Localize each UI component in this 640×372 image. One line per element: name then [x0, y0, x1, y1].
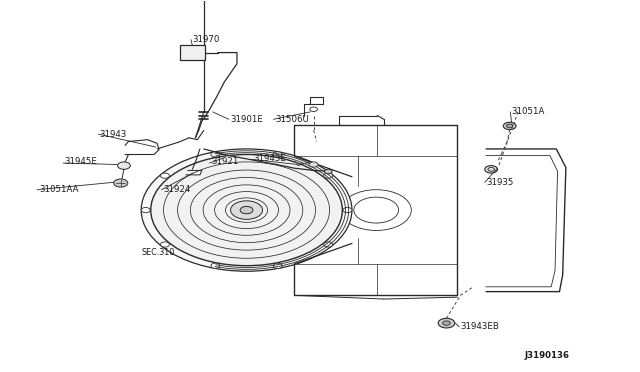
Circle shape — [114, 179, 128, 187]
Text: SEC.310: SEC.310 — [141, 248, 175, 257]
Circle shape — [273, 152, 282, 157]
Circle shape — [443, 321, 451, 326]
Circle shape — [211, 263, 220, 268]
Circle shape — [141, 208, 150, 213]
Circle shape — [118, 162, 131, 169]
Text: 31943E: 31943E — [253, 154, 286, 163]
Circle shape — [343, 208, 352, 213]
Text: 31506U: 31506U — [275, 115, 309, 124]
Circle shape — [484, 166, 497, 173]
Circle shape — [438, 318, 455, 328]
Circle shape — [273, 263, 282, 268]
Circle shape — [240, 206, 253, 214]
Bar — [179, 45, 205, 60]
Text: 31921: 31921 — [211, 157, 239, 166]
Text: 31943EB: 31943EB — [461, 322, 499, 331]
Circle shape — [503, 122, 516, 130]
Text: 31051A: 31051A — [511, 108, 545, 116]
Text: 31051AA: 31051AA — [39, 185, 79, 194]
Text: 31924: 31924 — [164, 185, 191, 194]
Text: J3190136: J3190136 — [524, 351, 570, 360]
Circle shape — [309, 162, 318, 167]
Text: 31945E: 31945E — [65, 157, 97, 166]
Text: 31935: 31935 — [486, 178, 513, 187]
Text: 31970: 31970 — [192, 35, 220, 44]
Text: 31943: 31943 — [100, 129, 127, 139]
Circle shape — [211, 152, 220, 157]
Circle shape — [506, 124, 513, 128]
Circle shape — [141, 149, 352, 271]
Circle shape — [324, 242, 333, 247]
Circle shape — [161, 173, 170, 178]
Circle shape — [230, 201, 262, 219]
Circle shape — [324, 169, 332, 174]
Circle shape — [151, 154, 342, 266]
Circle shape — [161, 242, 170, 247]
Text: 31901E: 31901E — [230, 115, 264, 124]
Circle shape — [324, 173, 333, 178]
